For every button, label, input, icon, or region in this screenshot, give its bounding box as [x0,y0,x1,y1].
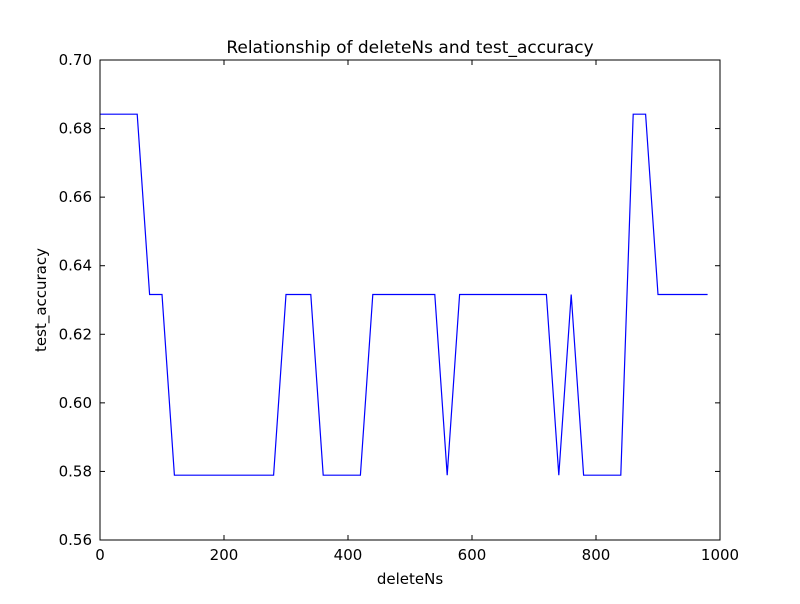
x-tick-label: 600 [458,546,487,564]
y-tick-label: 0.68 [59,120,92,138]
y-tick-label: 0.56 [59,531,92,549]
y-tick-label: 0.64 [59,257,92,275]
x-tick-label: 1000 [701,546,739,564]
series-line [100,113,708,476]
series-layer [100,113,708,476]
y-tick-label: 0.66 [59,188,92,206]
plot-area-frame [99,59,721,541]
y-tick-label: 0.58 [59,462,92,480]
y-tick-label: 0.62 [59,325,92,343]
y-tick-label: 0.60 [59,394,92,412]
x-tick-label: 400 [334,546,363,564]
y-tick-label: 0.70 [59,51,92,69]
x-tick-label: 0 [95,546,105,564]
x-tick-label: 800 [582,546,611,564]
axis-ticks: 0 200 400 600 800 1000 0.56 0.58 0.60 0.62 0.64 0.6… [59,51,740,564]
x-tick-label: 200 [210,546,239,564]
y-axis-label: test_accuracy [32,248,51,352]
x-axis-label: deleteNs [377,570,443,588]
chart-title: Relationship of deleteNs and test_accura… [226,38,593,58]
